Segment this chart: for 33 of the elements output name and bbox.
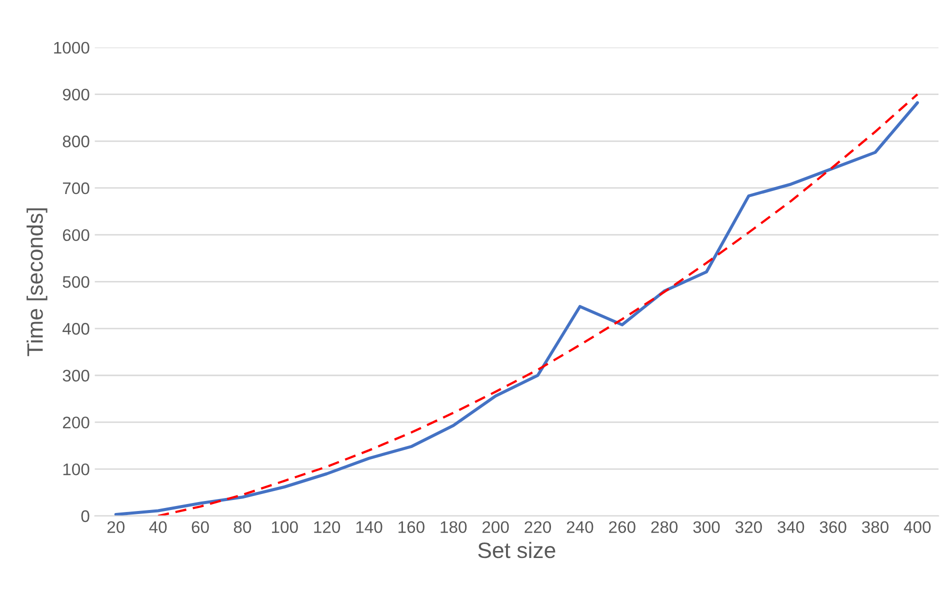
y-tick-label: 100 xyxy=(63,463,90,476)
y-tick-label: 500 xyxy=(62,276,90,288)
y-tick-label: 300 xyxy=(62,370,90,382)
x-tick-label: 320 xyxy=(735,521,762,534)
y-tick-label: 700 xyxy=(62,182,90,194)
x-tick-label: 360 xyxy=(820,521,846,534)
x-tick-label: 280 xyxy=(651,521,678,534)
x-tick-label: 80 xyxy=(234,521,252,534)
x-tick-label: 180 xyxy=(440,521,467,534)
x-tick-label: 260 xyxy=(609,521,636,534)
y-tick-label: 0 xyxy=(81,510,90,522)
x-tick-label: 220 xyxy=(524,521,552,534)
x-tick-label: 40 xyxy=(149,521,167,534)
x-tick-label: 240 xyxy=(566,521,594,534)
x-tick-label: 100 xyxy=(272,521,298,534)
y-tick-label: 600 xyxy=(62,229,90,242)
x-tick-label: 300 xyxy=(693,521,720,534)
y-tick-label: 900 xyxy=(62,88,90,100)
y-tick-label: 200 xyxy=(62,416,90,428)
y-tick-label: 400 xyxy=(62,322,90,335)
x-tick-label: 340 xyxy=(778,521,804,534)
x-tick-label: 140 xyxy=(356,521,382,534)
x-tick-label: 160 xyxy=(398,521,424,534)
y-axis-title: Time [seconds] xyxy=(26,208,48,356)
x-tick-label: 200 xyxy=(482,521,509,534)
x-tick-label: 120 xyxy=(314,521,340,534)
x-tick-label: 400 xyxy=(904,521,931,534)
y-tick-label: 1000 xyxy=(54,42,90,54)
x-tick-label: 380 xyxy=(862,521,888,534)
y-tick-label: 800 xyxy=(62,136,90,148)
x-axis-title: Set size xyxy=(478,542,556,558)
x-tick-label: 20 xyxy=(107,521,125,534)
x-tick-label: 60 xyxy=(192,521,209,534)
